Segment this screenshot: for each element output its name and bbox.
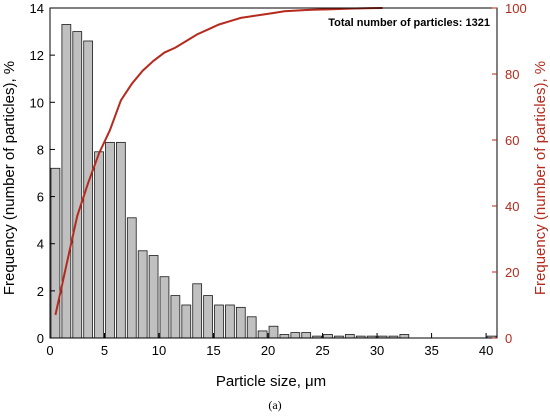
bar: [344, 334, 355, 339]
bar: [126, 217, 137, 339]
x-tick-label: 0: [46, 343, 53, 358]
bar-series: [50, 24, 497, 339]
y-axis-right: 0 20 40 60 80 100: [492, 1, 527, 346]
y-axis-left-title: Frequency (number of particles), %: [1, 61, 18, 295]
y-right-tick-label: 20: [505, 265, 519, 280]
x-tick-label: 25: [315, 343, 329, 358]
y-right-tick-label: 0: [505, 331, 512, 346]
bar: [203, 295, 213, 339]
y-left-tick-label: 2: [37, 284, 44, 299]
total-particles-annotation: Total number of particles: 1321: [328, 17, 490, 29]
y-left-tick-label: 14: [30, 1, 44, 16]
y-axis-right-title: Frequency (number of particles), %: [532, 61, 549, 295]
y-left-tick-label: 6: [37, 190, 44, 205]
bar: [137, 250, 148, 339]
y-left-tick-label: 10: [30, 95, 44, 110]
bar: [192, 283, 203, 339]
bar: [148, 255, 159, 339]
bar: [116, 141, 126, 339]
bar: [105, 141, 115, 339]
bar: [61, 24, 72, 339]
bar: [170, 295, 181, 339]
bar: [225, 304, 235, 339]
bar: [159, 276, 170, 339]
bar: [268, 325, 279, 339]
x-tick-label: 20: [261, 343, 275, 358]
y-left-tick-label: 0: [37, 331, 44, 346]
bar: [279, 334, 290, 339]
cumulative-line: [54, 7, 383, 316]
y-right-tick-label: 100: [505, 1, 527, 16]
bar: [72, 31, 83, 339]
y-right-tick-label: 80: [505, 67, 519, 82]
y-left-tick-label: 4: [37, 237, 44, 252]
bar: [246, 316, 257, 339]
x-axis-title: Particle size, μm: [216, 373, 326, 390]
y-left-tick-label: 8: [37, 142, 44, 157]
bar: [214, 304, 224, 339]
x-tick-label: 35: [424, 343, 438, 358]
figure-caption: (a): [268, 398, 281, 412]
y-left-tick-label: 12: [30, 48, 44, 63]
bar: [257, 330, 268, 339]
bar: [235, 306, 246, 339]
bar: [181, 304, 192, 339]
y-right-tick-label: 60: [505, 133, 519, 148]
x-tick-label: 40: [479, 343, 493, 358]
bar: [323, 334, 333, 339]
x-tick-label: 5: [101, 343, 108, 358]
bar: [94, 151, 104, 339]
x-tick-label: 30: [370, 343, 384, 358]
y-axis-left: 0 2 4 6 8 10 12 14: [30, 1, 55, 346]
bar: [399, 334, 410, 339]
x-tick-label: 10: [152, 343, 166, 358]
x-axis: 0 5 10 15 20 25 30 35 40: [46, 333, 493, 358]
y-right-tick-label: 40: [505, 199, 519, 214]
bar: [301, 332, 312, 339]
plot-frame: [49, 7, 498, 339]
x-tick-label: 15: [206, 343, 220, 358]
bar: [290, 332, 301, 339]
